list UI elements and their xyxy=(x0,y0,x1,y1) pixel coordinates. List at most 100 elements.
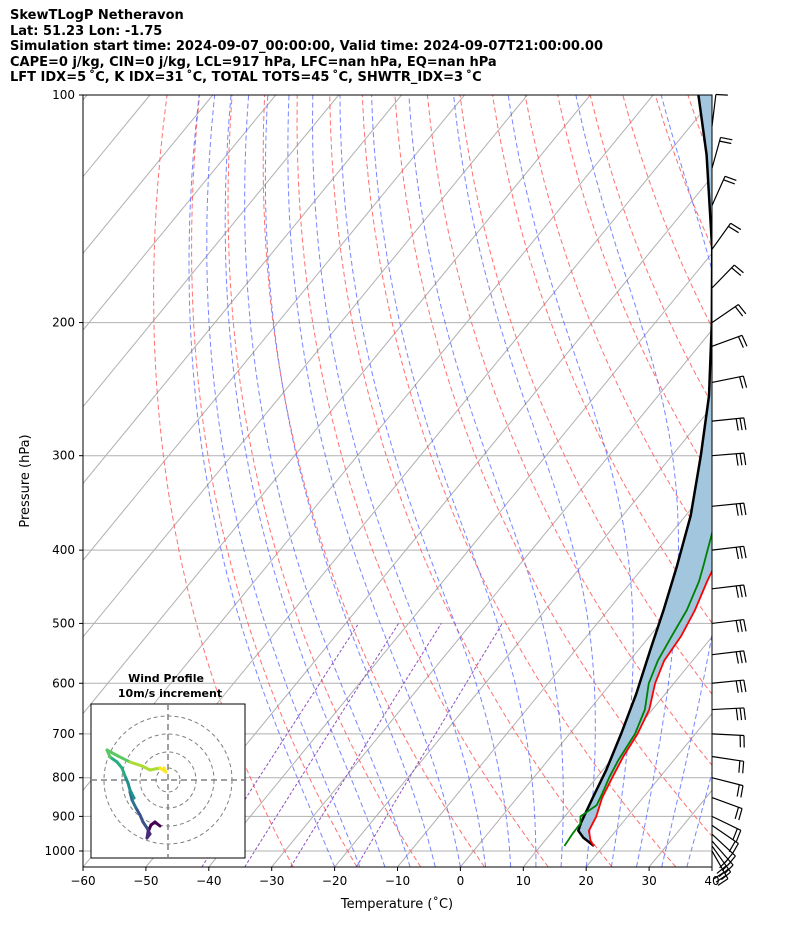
wind-barb xyxy=(711,304,747,324)
isotherm-line xyxy=(83,95,88,101)
title-times: Simulation start time: 2024-09-07_00:00:… xyxy=(10,39,603,54)
wind-barb xyxy=(711,777,744,798)
moist-adiabat-line xyxy=(244,95,411,867)
moist-adiabat-line xyxy=(660,95,712,867)
dry-adiabat-line xyxy=(720,95,794,867)
title-latlon: Lat: 51.23 Lon: -1.75 xyxy=(10,23,163,39)
wind-barb xyxy=(711,815,742,842)
moist-adiabat-line xyxy=(287,95,461,867)
dry-adiabat-line xyxy=(654,95,712,249)
isotherm-line xyxy=(775,95,794,867)
x-tick-label: −50 xyxy=(133,874,158,888)
isotherm-line xyxy=(522,636,712,867)
x-tick-label: −20 xyxy=(322,874,347,888)
wind-barb xyxy=(711,679,747,693)
dry-adiabat-line xyxy=(361,95,677,867)
hodograph-trace xyxy=(128,760,144,768)
isotherm-line xyxy=(145,175,712,867)
wind-barb xyxy=(711,136,733,169)
x-tick-label: 10 xyxy=(516,874,531,888)
title-cape: CAPE=0 j/kg, CIN=0 j/kg, LCL=917 hPa, LF… xyxy=(10,54,497,70)
y-tick-label: 900 xyxy=(52,809,75,823)
wind-barb xyxy=(711,824,739,855)
isotherm-line xyxy=(83,95,214,255)
dry-adiabat-line xyxy=(394,95,712,837)
wind-barb xyxy=(711,584,747,598)
mixing-ratio-line xyxy=(244,623,400,867)
moist-adiabat-line xyxy=(507,95,634,867)
dry-adiabat-line xyxy=(262,95,485,867)
y-tick-label: 800 xyxy=(52,771,75,785)
moist-adiabat-line xyxy=(711,865,712,867)
dry-adiabat-line xyxy=(557,95,712,480)
isotherm-line xyxy=(83,95,340,408)
moist-adiabat-line xyxy=(206,95,361,867)
y-tick-label: 1000 xyxy=(44,844,75,858)
moist-adiabat-line xyxy=(575,95,679,867)
y-tick-label: 200 xyxy=(52,316,75,330)
dry-adiabat-line xyxy=(492,95,712,624)
y-tick-label: 500 xyxy=(52,616,75,630)
wind-barb xyxy=(711,93,728,127)
dewpoint-profile-line xyxy=(563,529,712,847)
y-tick-label: 400 xyxy=(52,543,75,557)
dry-adiabat-line xyxy=(786,95,794,867)
wind-barb xyxy=(711,222,742,250)
isotherm-line xyxy=(271,329,712,867)
hodograph-trace xyxy=(148,766,162,772)
isotherm-line xyxy=(83,95,528,638)
x-tick-label: 0 xyxy=(457,874,465,888)
hodograph-trace xyxy=(105,748,120,758)
wind-barb xyxy=(711,264,744,289)
wind-barb xyxy=(711,845,732,881)
x-tick-label: −40 xyxy=(196,874,221,888)
wind-barb xyxy=(711,334,748,348)
y-tick-label: 600 xyxy=(52,676,75,690)
wind-barb xyxy=(711,375,748,389)
wind-barb xyxy=(711,755,745,774)
dry-adiabat-line xyxy=(227,95,422,867)
chart-titles: SkewTLogP Netheravon Lat: 51.23 Lon: -1.… xyxy=(10,8,603,86)
y-axis-label: Pressure (hPa) xyxy=(18,434,33,527)
y-tick-label: 100 xyxy=(52,88,75,102)
wind-barb xyxy=(711,175,737,206)
wind-barb xyxy=(711,417,747,431)
dry-adiabat-line xyxy=(524,95,712,553)
dry-adiabat-line xyxy=(426,95,712,766)
hodograph-trace xyxy=(116,754,132,764)
wind-barb xyxy=(711,502,747,516)
isotherm-line xyxy=(397,482,712,867)
dry-adiabat-line xyxy=(329,95,613,867)
moist-adiabat-line xyxy=(224,95,386,867)
moist-adiabat-line xyxy=(339,95,512,867)
dry-adiabat-line xyxy=(296,95,549,867)
wind-barb xyxy=(711,618,747,633)
cape-shading xyxy=(578,95,712,846)
x-tick-label: −30 xyxy=(259,874,284,888)
mixing-ratio-line xyxy=(355,623,503,867)
temperature-profile-line xyxy=(588,569,712,847)
title-indices: LFT IDX=5 ˚C, K IDX=31 ˚C, TOTAL TOTS=45… xyxy=(10,70,482,85)
moist-adiabat-line xyxy=(371,95,537,867)
title-station: SkewTLogP Netheravon xyxy=(10,8,184,23)
isotherm-line xyxy=(83,95,591,715)
moist-adiabat-line xyxy=(264,95,436,867)
isotherm-line xyxy=(208,252,712,867)
y-tick-label: 700 xyxy=(52,727,75,741)
hodograph-trace xyxy=(162,766,168,774)
moist-adiabat-line xyxy=(311,95,487,867)
moist-adiabat-line xyxy=(188,95,336,867)
isotherm-line xyxy=(648,789,712,867)
dry-adiabat-line xyxy=(191,95,358,867)
dry-adiabat-line xyxy=(153,95,294,867)
wind-barb xyxy=(711,833,736,866)
moist-adiabat-line xyxy=(408,95,564,867)
isotherm-line xyxy=(83,95,465,561)
hodograph-title: Wind Profile xyxy=(128,672,204,685)
dry-adiabat-line xyxy=(753,95,794,867)
isotherm-line xyxy=(83,95,277,331)
hodograph-subtitle: 10m/s increment xyxy=(118,687,222,700)
x-tick-label: −60 xyxy=(70,874,95,888)
x-tick-label: −10 xyxy=(385,874,410,888)
